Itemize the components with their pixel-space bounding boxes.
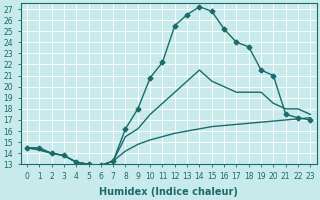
X-axis label: Humidex (Indice chaleur): Humidex (Indice chaleur) xyxy=(99,187,238,197)
